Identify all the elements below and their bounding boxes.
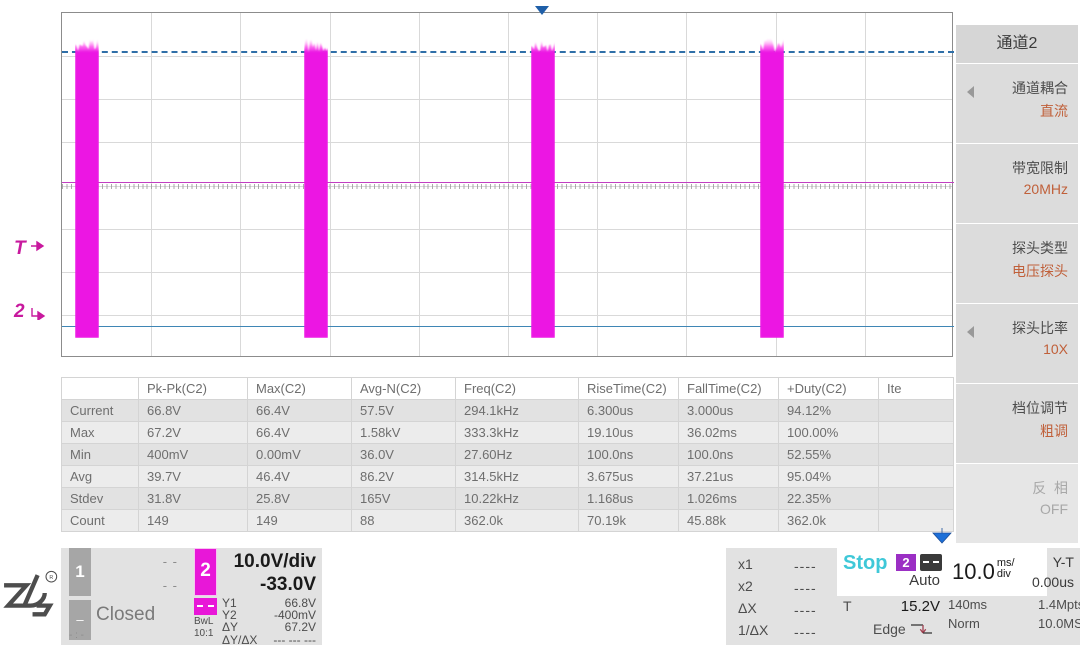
svg-text:R: R xyxy=(49,575,53,581)
